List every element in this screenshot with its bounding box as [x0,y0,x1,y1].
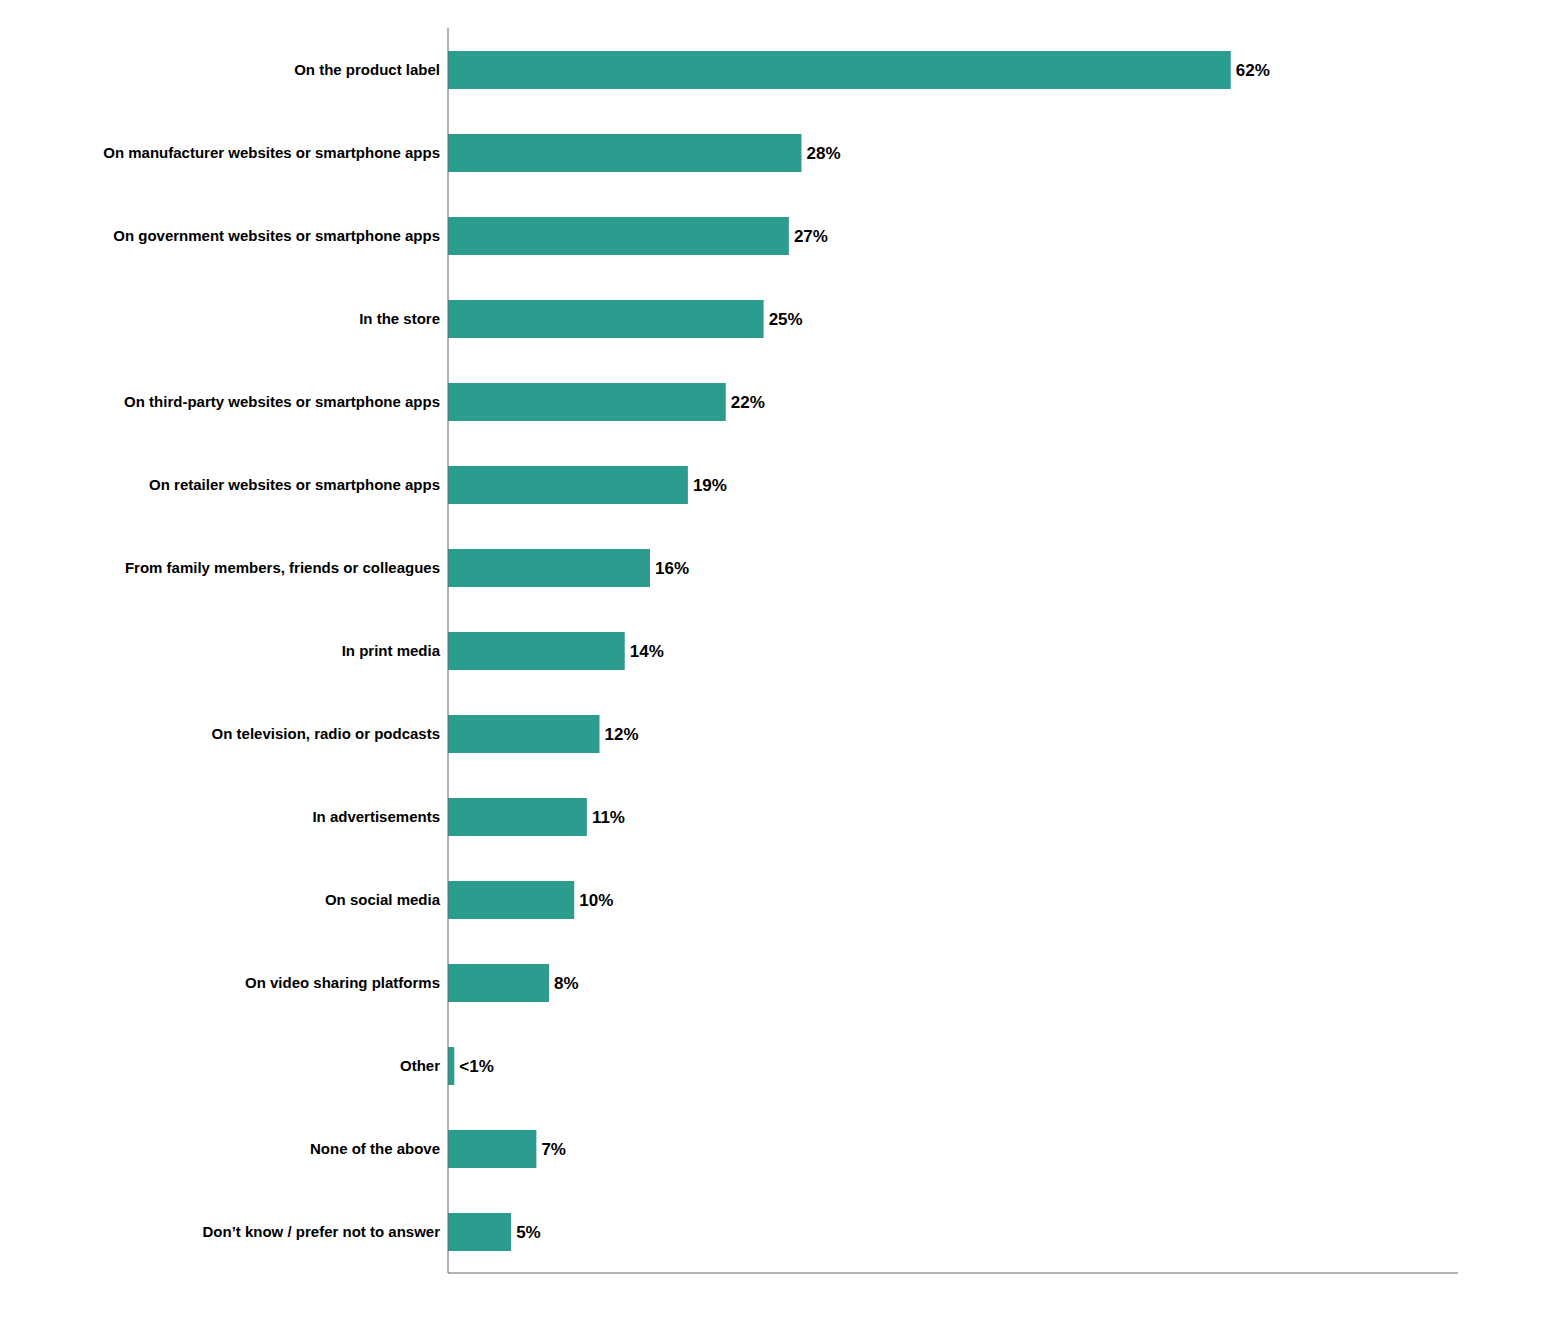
svg-text:11%: 11% [592,808,625,827]
svg-text:None of the above: None of the above [310,1140,440,1157]
svg-text:Don’t know / prefer not to ans: Don’t know / prefer not to answer [202,1223,440,1240]
svg-text:On retailer websites or smartp: On retailer websites or smartphone apps [149,476,440,493]
svg-text:On government websites or smar: On government websites or smartphone app… [113,227,440,244]
svg-text:Other: Other [400,1057,440,1074]
svg-text:On manufacturer websites or sm: On manufacturer websites or smartphone a… [103,144,440,161]
svg-text:19%: 19% [693,476,727,495]
svg-text:25%: 25% [769,310,803,329]
svg-text:5%: 5% [516,1223,541,1242]
svg-text:On video sharing platforms: On video sharing platforms [245,974,440,991]
svg-text:On social media: On social media [325,891,441,908]
svg-text:14%: 14% [630,642,664,661]
svg-text:62%: 62% [1236,61,1270,80]
svg-text:In advertisements: In advertisements [312,808,440,825]
svg-text:10%: 10% [579,891,613,910]
svg-text:28%: 28% [807,144,841,163]
svg-text:22%: 22% [731,393,765,412]
svg-text:On television, radio or podcas: On television, radio or podcasts [212,725,440,742]
svg-text:From family members, friends o: From family members, friends or colleagu… [125,559,440,576]
svg-text:<1%: <1% [459,1057,494,1076]
svg-text:7%: 7% [541,1140,566,1159]
svg-text:In print media: In print media [342,642,441,659]
svg-text:On third-party websites or sma: On third-party websites or smartphone ap… [124,393,440,410]
svg-text:In the store: In the store [359,310,440,327]
svg-text:12%: 12% [605,725,639,744]
svg-text:16%: 16% [655,559,689,578]
svg-text:8%: 8% [554,974,579,993]
svg-text:27%: 27% [794,227,828,246]
svg-text:On the product label: On the product label [294,61,440,78]
